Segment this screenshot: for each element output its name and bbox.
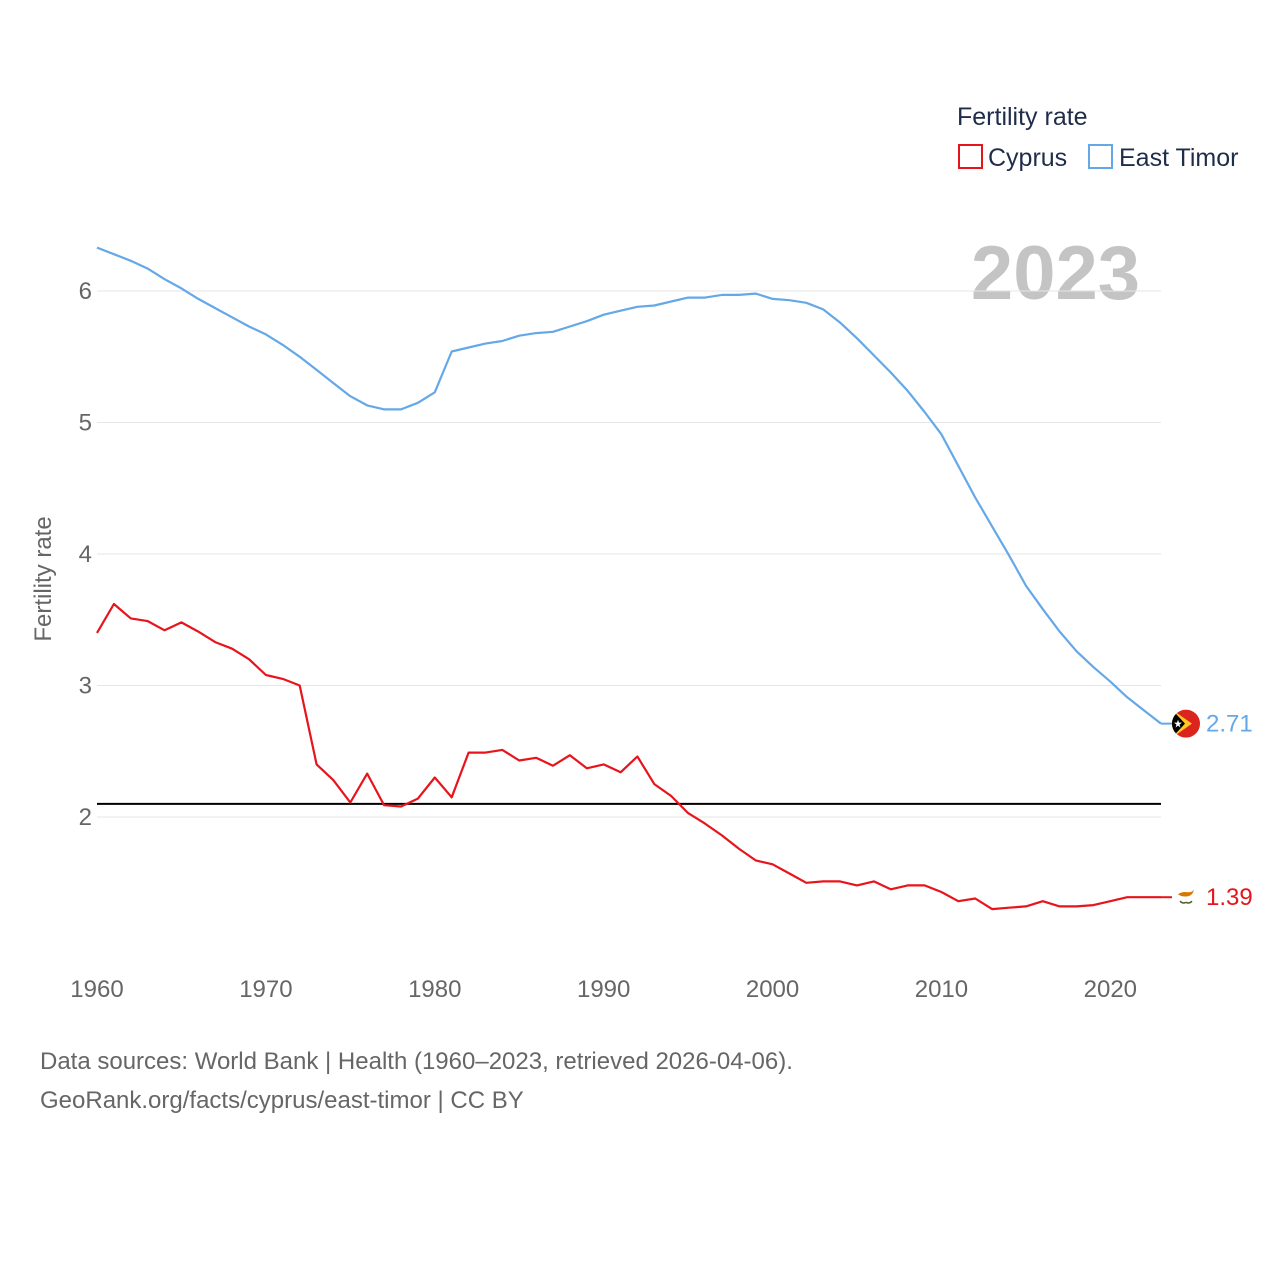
grid-layer bbox=[97, 290, 1161, 818]
x-tick-label: 1960 bbox=[70, 976, 123, 1003]
source-line-2[interactable]: GeoRank.org/facts/cyprus/east-timor | CC… bbox=[40, 1087, 524, 1114]
end-marker-cyprus: 1.39 bbox=[1161, 883, 1253, 912]
y-axis-ticks: 2 3 4 5 6 bbox=[79, 278, 92, 831]
y-tick-label: 2 bbox=[79, 804, 92, 831]
east-timor-flag-icon bbox=[1172, 709, 1200, 738]
legend-item-east-timor[interactable]: East Timor bbox=[1088, 144, 1238, 172]
legend-label-east-timor: East Timor bbox=[1119, 144, 1238, 172]
y-tick-label: 6 bbox=[79, 278, 92, 305]
x-axis-ticks: 1960 1970 1980 1990 2000 2010 2020 bbox=[70, 976, 1137, 1003]
cyprus-series-line bbox=[96, 602, 1161, 911]
x-tick-label: 2010 bbox=[915, 976, 968, 1003]
east-timor-end-value: 2.71 bbox=[1206, 711, 1253, 738]
x-tick-label: 1970 bbox=[239, 976, 292, 1003]
cyprus-end-value: 1.39 bbox=[1206, 884, 1253, 911]
x-tick-label: 2000 bbox=[746, 976, 799, 1003]
legend-swatch-cyprus bbox=[958, 144, 983, 169]
x-tick-label: 1990 bbox=[577, 976, 630, 1003]
legend-item-cyprus[interactable]: Cyprus bbox=[958, 144, 1067, 172]
legend-label-cyprus: Cyprus bbox=[988, 144, 1067, 172]
y-tick-label: 5 bbox=[79, 410, 92, 437]
east-timor-series-line bbox=[96, 246, 1162, 725]
y-axis-title: Fertility rate bbox=[30, 516, 57, 641]
legend-swatch-east-timor bbox=[1088, 144, 1113, 169]
x-tick-label: 1980 bbox=[408, 976, 461, 1003]
legend-title: Fertility rate bbox=[957, 103, 1088, 131]
cyprus-flag-icon bbox=[1172, 883, 1200, 912]
y-tick-label: 4 bbox=[79, 541, 92, 568]
source-line-1: Data sources: World Bank | Health (1960–… bbox=[40, 1048, 793, 1075]
legend: Fertility rate Cyprus East Timor bbox=[957, 103, 1238, 172]
y-tick-label: 3 bbox=[79, 673, 92, 700]
series-layer bbox=[96, 246, 1162, 911]
year-label: 2023 bbox=[971, 231, 1140, 316]
x-tick-label: 2020 bbox=[1084, 976, 1137, 1003]
end-marker-east-timor: 2.71 bbox=[1161, 709, 1253, 738]
data-source-note: Data sources: World Bank | Health (1960–… bbox=[40, 1042, 793, 1120]
